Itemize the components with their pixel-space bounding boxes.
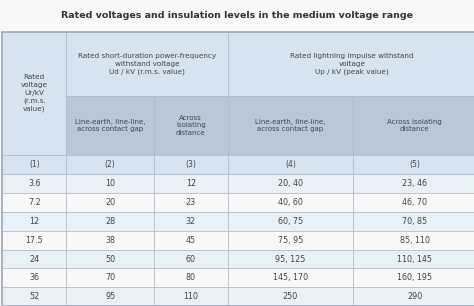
Bar	[2, 231, 66, 250]
Text: 40, 60: 40, 60	[278, 198, 303, 207]
Text: 85, 110: 85, 110	[400, 236, 430, 245]
Text: 3.6: 3.6	[28, 179, 41, 188]
Bar	[66, 268, 154, 287]
Bar	[2, 32, 474, 306]
Text: 28: 28	[105, 217, 115, 226]
Text: 110: 110	[183, 292, 198, 301]
Bar	[154, 212, 228, 231]
Bar	[353, 193, 474, 212]
Text: 80: 80	[186, 273, 196, 282]
Bar	[2, 250, 66, 268]
Bar	[2, 268, 66, 287]
Text: 38: 38	[105, 236, 115, 245]
Bar	[66, 250, 154, 268]
Text: 50: 50	[105, 255, 115, 263]
Text: 12: 12	[29, 217, 39, 226]
Text: 7.2: 7.2	[28, 198, 41, 207]
Text: 23: 23	[186, 198, 196, 207]
Bar	[66, 96, 154, 155]
Text: 95, 125: 95, 125	[275, 255, 306, 263]
Text: 70: 70	[105, 273, 115, 282]
Bar	[353, 155, 474, 174]
Text: Line-earth, line-line,
across contact gap: Line-earth, line-line, across contact ga…	[255, 119, 326, 132]
Bar	[66, 231, 154, 250]
Text: 20, 40: 20, 40	[278, 179, 303, 188]
Bar	[154, 155, 228, 174]
Text: 290: 290	[407, 292, 422, 301]
Text: Rated voltages and insulation levels in the medium voltage range: Rated voltages and insulation levels in …	[61, 11, 413, 20]
Text: (2): (2)	[105, 160, 116, 169]
Bar	[2, 212, 66, 231]
Bar	[228, 212, 353, 231]
Text: Across isolating
distance: Across isolating distance	[387, 119, 442, 132]
Text: 95: 95	[105, 292, 115, 301]
Text: Line-earth, line-line,
across contact gap: Line-earth, line-line, across contact ga…	[75, 119, 146, 132]
Text: 60: 60	[186, 255, 196, 263]
Bar	[228, 96, 353, 155]
Bar	[228, 193, 353, 212]
Text: (4): (4)	[285, 160, 296, 169]
Bar	[154, 96, 228, 155]
Text: 110, 145: 110, 145	[397, 255, 432, 263]
Bar	[353, 174, 474, 193]
Bar	[154, 174, 228, 193]
Bar	[154, 250, 228, 268]
Bar	[2, 155, 66, 174]
Text: 70, 85: 70, 85	[402, 217, 428, 226]
Text: (5): (5)	[410, 160, 420, 169]
Bar	[2, 193, 66, 212]
Text: 60, 75: 60, 75	[278, 217, 303, 226]
Bar	[353, 287, 474, 306]
Bar	[66, 155, 154, 174]
Text: 12: 12	[186, 179, 196, 188]
Text: (1): (1)	[29, 160, 40, 169]
Bar	[154, 231, 228, 250]
Bar	[353, 212, 474, 231]
Text: 32: 32	[186, 217, 196, 226]
Bar	[228, 174, 353, 193]
Bar	[228, 250, 353, 268]
Text: (3): (3)	[185, 160, 196, 169]
Text: Across
isolating
distance: Across isolating distance	[176, 115, 206, 136]
Text: 45: 45	[186, 236, 196, 245]
Bar	[66, 174, 154, 193]
Text: 75, 95: 75, 95	[278, 236, 303, 245]
Bar	[154, 193, 228, 212]
Text: Rated short-duration power-frequency
withstand voltage
Ud / kV (r.m.s. value): Rated short-duration power-frequency wit…	[78, 53, 216, 75]
Text: 24: 24	[29, 255, 39, 263]
Bar	[66, 212, 154, 231]
Bar	[353, 96, 474, 155]
Bar	[228, 287, 353, 306]
Text: 46, 70: 46, 70	[402, 198, 427, 207]
Text: 36: 36	[29, 273, 39, 282]
Bar	[353, 250, 474, 268]
Bar	[353, 231, 474, 250]
Bar	[228, 268, 353, 287]
Bar	[353, 268, 474, 287]
Text: 145, 170: 145, 170	[273, 273, 308, 282]
Text: 17.5: 17.5	[26, 236, 43, 245]
Bar	[66, 287, 154, 306]
Bar	[154, 287, 228, 306]
Bar	[66, 193, 154, 212]
Text: 160, 195: 160, 195	[397, 273, 432, 282]
Bar	[2, 287, 66, 306]
Text: Rated
voltage
Ur/kV
(r.m.s.
value): Rated voltage Ur/kV (r.m.s. value)	[21, 74, 48, 112]
Bar	[66, 32, 228, 96]
Text: 20: 20	[105, 198, 115, 207]
Text: 23, 46: 23, 46	[402, 179, 427, 188]
Text: 52: 52	[29, 292, 39, 301]
Bar	[228, 155, 353, 174]
Bar	[2, 32, 66, 155]
Text: 10: 10	[105, 179, 115, 188]
Bar	[2, 174, 66, 193]
Text: 250: 250	[283, 292, 298, 301]
Bar	[228, 32, 474, 96]
Bar	[154, 268, 228, 287]
Text: Rated lightning impulse withstand
voltage
Up / kV (peak value): Rated lightning impulse withstand voltag…	[290, 53, 414, 75]
Bar	[228, 231, 353, 250]
